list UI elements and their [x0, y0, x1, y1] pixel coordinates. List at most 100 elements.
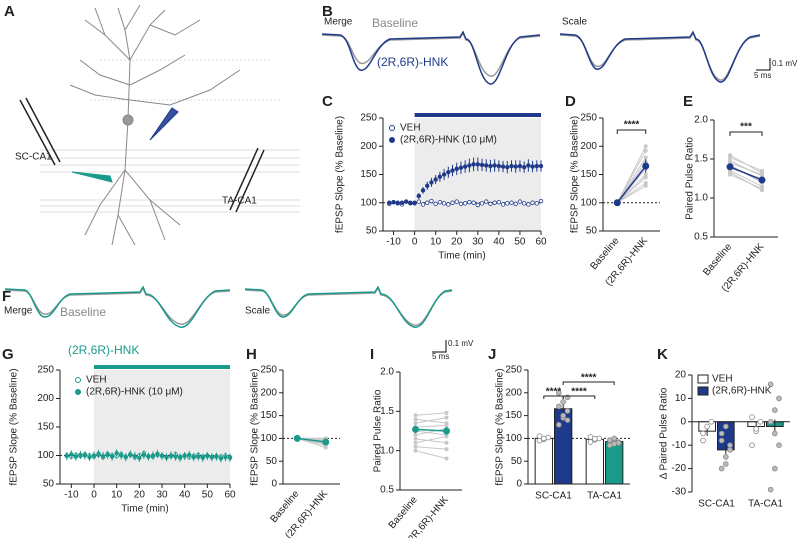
treatment-shade [94, 370, 230, 484]
data-point [150, 453, 156, 458]
data-point [723, 423, 729, 430]
individual-point [413, 448, 418, 453]
data-point [488, 163, 493, 169]
data-point [78, 452, 83, 458]
data-point [517, 199, 523, 204]
data-point [767, 418, 774, 425]
individual-line [415, 446, 447, 450]
electrode-label: SC-CA1 [15, 152, 52, 163]
y-tick-label: 100 [260, 433, 277, 444]
data-point [530, 200, 535, 205]
data-point [446, 170, 451, 175]
data-point [186, 452, 192, 458]
individual-point [413, 432, 418, 437]
individual-line [616, 185, 647, 204]
panel-letter: H [246, 346, 257, 363]
significance-label: **** [581, 373, 597, 384]
data-point [723, 454, 729, 460]
data-point [467, 163, 472, 168]
data-point [757, 418, 764, 425]
individual-point [643, 148, 648, 153]
data-point [105, 452, 110, 458]
data-point [718, 437, 725, 444]
data-point [488, 201, 493, 207]
data-point [471, 200, 476, 205]
individual-line [415, 412, 447, 416]
neuron-diagram [19, 4, 300, 246]
data-point [458, 165, 464, 170]
individual-line [729, 170, 763, 187]
data-point [214, 454, 219, 459]
trace-label: (2R,6R)-HNK [377, 55, 448, 69]
individual-line [415, 417, 447, 424]
data-point [395, 201, 400, 206]
individual-point [413, 421, 418, 426]
data-point [118, 453, 124, 458]
mean-point [726, 163, 734, 171]
data-point [530, 164, 535, 169]
data-point [541, 435, 547, 442]
data-point [496, 163, 502, 169]
data-point [109, 454, 115, 459]
data-point [200, 455, 205, 460]
x-tick-label: 10 [111, 490, 123, 501]
data-point [218, 456, 224, 461]
individual-point [728, 170, 732, 175]
data-point [727, 447, 733, 453]
y-tick-label: 1.5 [694, 154, 708, 165]
individual-point [413, 436, 418, 441]
data-point [708, 418, 715, 425]
data-point [776, 442, 782, 449]
data-point [556, 421, 562, 428]
individual-line [616, 146, 647, 203]
y-tick-label: 50 [266, 456, 278, 467]
legend-label: VEH [400, 123, 421, 134]
data-point [718, 465, 725, 472]
data-point [700, 437, 706, 444]
data-point [441, 172, 447, 177]
x-tick-label: TA-CA1 [748, 499, 783, 510]
data-point [437, 199, 443, 205]
data-point [425, 183, 430, 188]
mean-line [729, 166, 763, 181]
data-point [399, 200, 405, 205]
legend-swatch [697, 374, 709, 384]
x-tick-label: 30 [156, 490, 168, 501]
y-tick-label: 150 [37, 422, 54, 433]
data-point [564, 417, 571, 423]
y-tick-label: 250 [360, 113, 377, 124]
legend-label: (2R,6R)-HNK (10 μM) [400, 135, 497, 146]
y-tick-label: 150 [580, 169, 597, 180]
traces [4, 285, 453, 353]
significance-label: **** [571, 387, 587, 398]
data-point [132, 453, 137, 459]
significance-label: **** [624, 120, 640, 131]
y-axis-label: fEPSP Slope (% Baseline) [570, 116, 581, 233]
data-point [475, 202, 480, 208]
significance-bracket [616, 129, 647, 134]
data-point [420, 202, 426, 207]
data-point [454, 199, 459, 204]
data-point [479, 201, 485, 206]
x-tick-label: Baseline [701, 241, 734, 278]
individual-point [760, 184, 764, 189]
data-point [141, 452, 147, 458]
y-tick-label: 200 [37, 393, 54, 404]
x-axis-label: Time (min) [438, 251, 485, 262]
y-tick-label: 200 [505, 387, 522, 398]
individual-point [444, 447, 449, 452]
panel-letter: K [657, 346, 668, 363]
data-point [534, 163, 539, 169]
data-point [509, 163, 514, 169]
y-tick-label: 250 [580, 113, 597, 124]
y-tick-label: 1.5 [380, 406, 394, 417]
significance-label: **** [546, 387, 562, 398]
mean-point [293, 434, 301, 442]
individual-line [415, 438, 447, 444]
data-point [146, 454, 151, 459]
data-point [749, 414, 755, 420]
y-tick-label: -10 [672, 440, 687, 451]
x-tick-label: 30 [472, 237, 484, 248]
data-point [526, 163, 531, 168]
y-axis-label: fEPSP Slope (% Baseline) [9, 368, 20, 485]
